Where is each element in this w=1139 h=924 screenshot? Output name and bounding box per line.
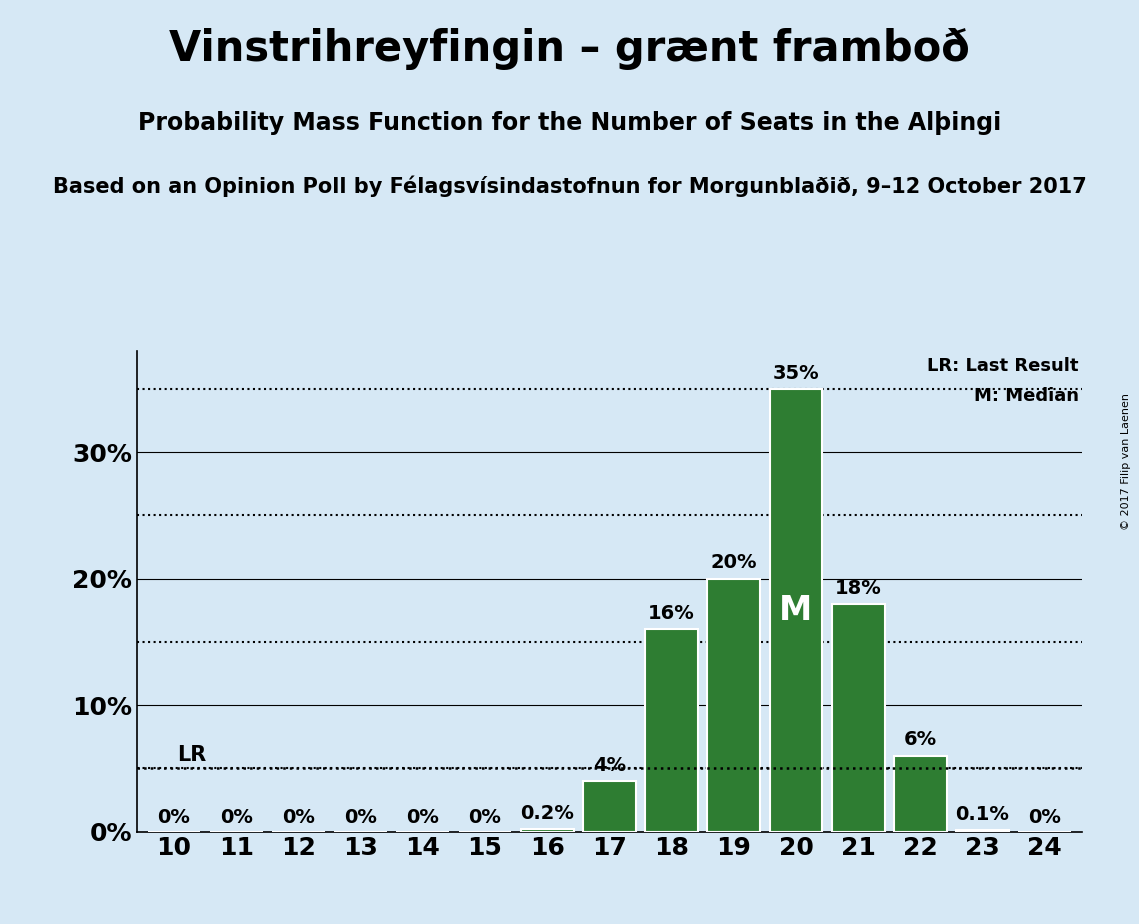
- Text: LR: LR: [177, 745, 206, 764]
- Text: Vinstrihreyfingin – grænt framboð: Vinstrihreyfingin – grænt framboð: [169, 28, 970, 69]
- Text: LR: Last Result: LR: Last Result: [927, 358, 1079, 375]
- Text: 4%: 4%: [592, 756, 626, 774]
- Text: Based on an Opinion Poll by Félagsvísindastofnun for Morgunblaðið, 9–12 October : Based on an Opinion Poll by Félagsvísind…: [52, 176, 1087, 197]
- Text: M: M: [779, 594, 812, 626]
- Text: 0%: 0%: [407, 808, 440, 827]
- Bar: [707, 578, 760, 832]
- Text: 0%: 0%: [282, 808, 314, 827]
- Text: 0%: 0%: [344, 808, 377, 827]
- Text: 16%: 16%: [648, 604, 695, 623]
- Text: M: Median: M: Median: [974, 386, 1079, 405]
- Bar: [583, 781, 636, 832]
- Text: 0.2%: 0.2%: [521, 804, 574, 822]
- Text: 6%: 6%: [903, 730, 937, 749]
- Bar: [956, 831, 1009, 832]
- Text: 0%: 0%: [468, 808, 501, 827]
- Bar: [521, 829, 574, 832]
- Text: 0%: 0%: [1029, 808, 1062, 827]
- Bar: [894, 756, 947, 832]
- Text: 18%: 18%: [835, 578, 882, 598]
- Text: Probability Mass Function for the Number of Seats in the Alþingi: Probability Mass Function for the Number…: [138, 111, 1001, 135]
- Text: © 2017 Filip van Laenen: © 2017 Filip van Laenen: [1121, 394, 1131, 530]
- Text: 0%: 0%: [157, 808, 190, 827]
- Bar: [645, 629, 698, 832]
- Text: 20%: 20%: [711, 553, 757, 572]
- Text: 35%: 35%: [772, 364, 819, 383]
- Text: 0%: 0%: [220, 808, 253, 827]
- Bar: [770, 389, 822, 832]
- Text: 0.1%: 0.1%: [956, 805, 1009, 824]
- Bar: [831, 604, 885, 832]
